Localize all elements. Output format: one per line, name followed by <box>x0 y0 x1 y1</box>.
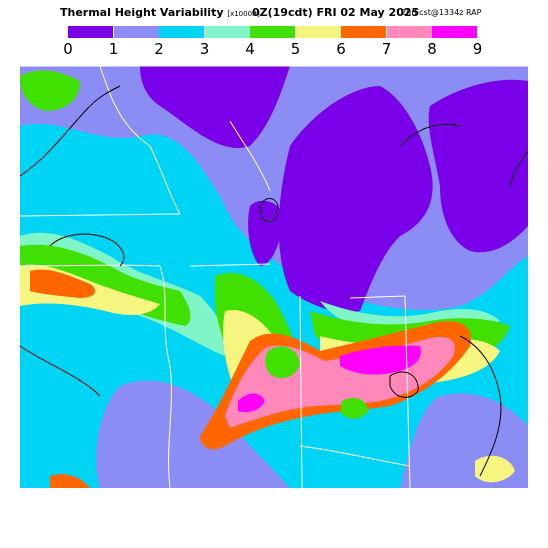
border-wi-mi <box>229 120 271 192</box>
field-region-1b <box>96 380 290 488</box>
legend-swatch-6 <box>341 26 386 38</box>
contour-lines <box>20 85 528 477</box>
legend-label-1: 1 <box>108 40 119 58</box>
contour-7 <box>389 371 419 398</box>
border-il-in <box>299 295 303 488</box>
legend-label-0: 0 <box>63 40 73 58</box>
contour-4 <box>399 123 461 147</box>
field-region-4-nw <box>20 70 80 111</box>
field-region-8 <box>340 345 421 375</box>
field-region-0-east <box>428 79 528 253</box>
legend-swatch-0 <box>68 26 113 38</box>
legend-label-8: 8 <box>427 40 437 58</box>
border-oh-mi <box>349 295 406 299</box>
field-region-0-michigan <box>278 86 433 313</box>
legend-label-2: 2 <box>154 40 164 58</box>
political-borders <box>20 66 528 488</box>
border-ky <box>299 445 411 467</box>
legend-swatch-7 <box>386 26 432 38</box>
color-legend: 0 1 2 3 4 5 6 7 8 9 <box>63 26 482 58</box>
field-region-4-blob <box>265 346 300 379</box>
title-text: Thermal Height Variability <box>60 6 224 19</box>
legend-swatch-3 <box>204 26 250 38</box>
title-row: Thermal Height Variability [x1000ft] 0Z(… <box>0 6 548 20</box>
legend-label-3: 3 <box>199 40 210 58</box>
contour-5 <box>509 150 528 187</box>
valid-time: 0Z(19cdt) FRI 02 May 2025 <box>252 6 420 19</box>
contour-6 <box>459 335 502 477</box>
run-info: 12hrFcst@1334z RAP <box>396 8 482 17</box>
field-region-6-west <box>30 269 96 298</box>
contour-3 <box>259 198 279 223</box>
field-region-0-north <box>140 66 290 148</box>
legend-swatch-5 <box>295 26 341 38</box>
border-il-wi <box>189 263 271 267</box>
contour-8 <box>20 345 101 397</box>
units-text: [x1000ft] <box>227 10 260 18</box>
legend-label-4: 4 <box>245 40 255 58</box>
legend-swatch-1 <box>113 26 159 38</box>
legend-label-6: 6 <box>336 40 346 58</box>
field-region-5-se <box>475 455 515 483</box>
border-wi-ia <box>159 265 172 488</box>
field-region-0-west <box>248 200 282 266</box>
field-region-4-blob2 <box>340 398 368 419</box>
legend-label-9: 9 <box>472 40 483 58</box>
border-ia-mn <box>20 213 181 217</box>
legend-swatch-2 <box>159 26 204 38</box>
legend-label-7: 7 <box>381 40 392 58</box>
field-region-8b <box>238 393 265 413</box>
legend-swatch-4 <box>250 26 295 38</box>
thermal-variability-map <box>20 66 528 488</box>
map-title: Thermal Height Variability [x1000ft] <box>60 6 260 19</box>
legend-label-5: 5 <box>290 40 301 58</box>
contour-2 <box>49 233 125 267</box>
border-in-oh <box>404 295 411 488</box>
border-ia-mo <box>20 264 161 267</box>
contour-1 <box>20 85 121 177</box>
legend-swatch-8 <box>432 26 477 38</box>
field-region-6-sw <box>50 474 90 488</box>
